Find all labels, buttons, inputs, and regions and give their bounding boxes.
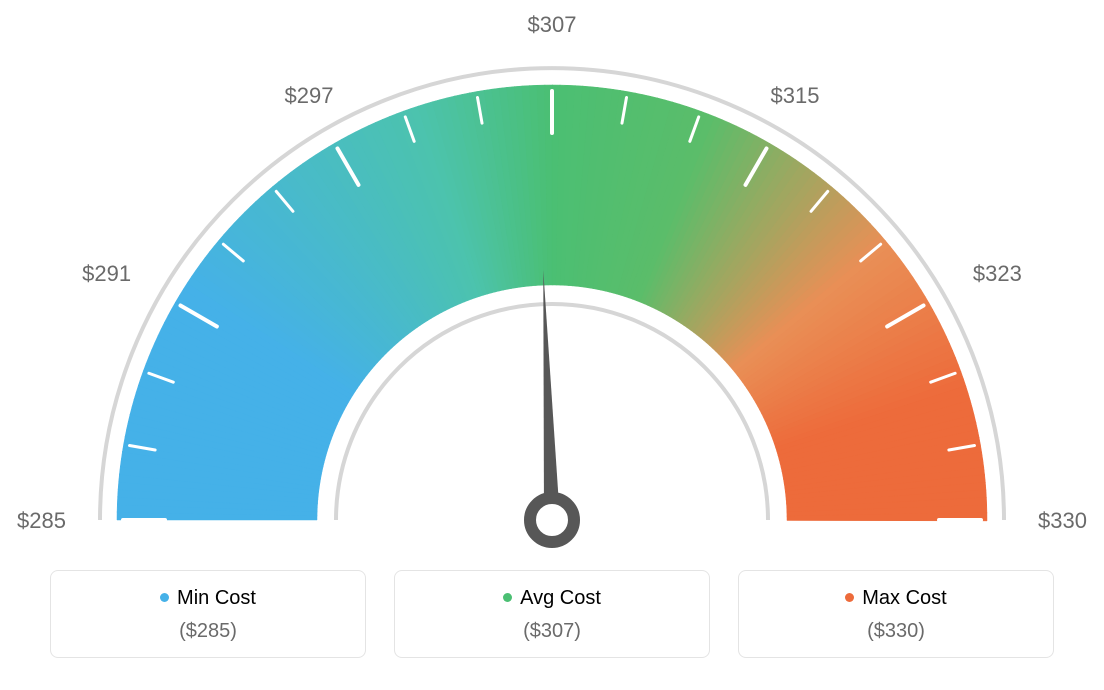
legend-max-label: Max Cost [862, 587, 946, 609]
svg-text:$297: $297 [285, 83, 334, 108]
svg-text:$315: $315 [771, 83, 820, 108]
legend-avg-label: Avg Cost [520, 587, 601, 609]
svg-text:$330: $330 [1038, 508, 1087, 533]
legend-max-value: ($330) [749, 620, 1043, 643]
legend-min-title: Min Cost [61, 587, 355, 610]
legend-row: Min Cost ($285) Avg Cost ($307) Max Cost… [0, 570, 1104, 658]
gauge-chart: $285 $291 $297 $307 $315 $323 $330 [0, 0, 1104, 560]
legend-max: Max Cost ($330) [738, 570, 1054, 658]
svg-text:$307: $307 [528, 12, 577, 37]
svg-text:$291: $291 [82, 261, 131, 286]
svg-text:$323: $323 [973, 261, 1022, 286]
legend-min: Min Cost ($285) [50, 570, 366, 658]
legend-max-title: Max Cost [749, 587, 1043, 610]
gauge-needle-base [530, 498, 574, 542]
legend-min-dot [160, 593, 169, 602]
legend-avg-title: Avg Cost [405, 587, 699, 610]
legend-avg: Avg Cost ($307) [394, 570, 710, 658]
legend-avg-value: ($307) [405, 620, 699, 643]
gauge-needle [543, 270, 560, 520]
legend-max-dot [845, 593, 854, 602]
svg-text:$285: $285 [17, 508, 66, 533]
gauge-svg: $285 $291 $297 $307 $315 $323 $330 [0, 0, 1104, 560]
legend-min-label: Min Cost [177, 587, 256, 609]
legend-min-value: ($285) [61, 620, 355, 643]
legend-avg-dot [503, 593, 512, 602]
